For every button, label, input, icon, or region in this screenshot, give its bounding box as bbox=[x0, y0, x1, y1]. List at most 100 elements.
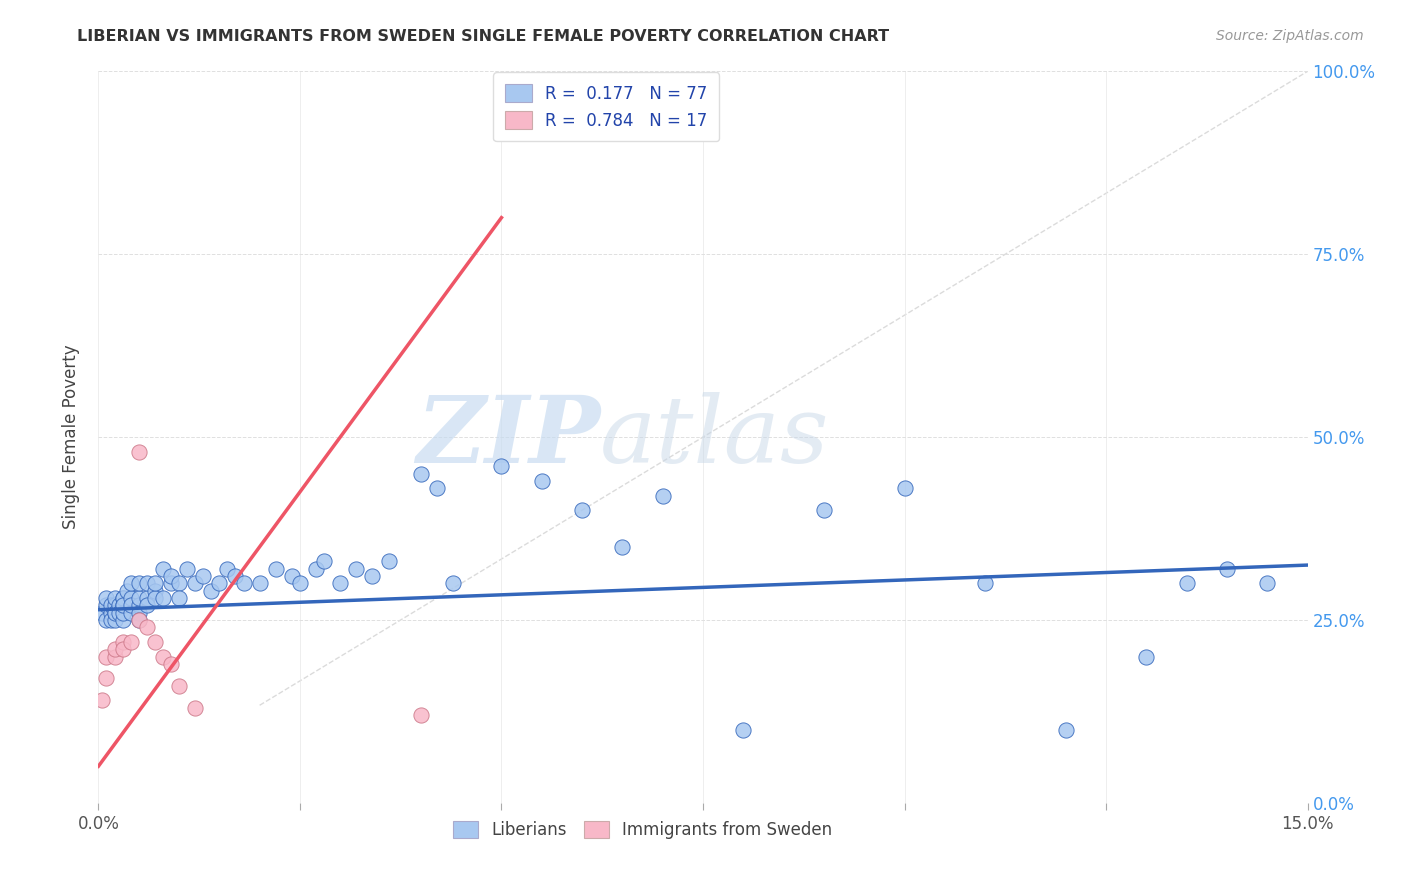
Point bbox=[184, 700, 207, 714]
Point bbox=[111, 606, 134, 620]
Point bbox=[135, 576, 157, 591]
Point bbox=[409, 708, 432, 723]
Point bbox=[208, 576, 231, 591]
Point bbox=[152, 591, 174, 605]
Point bbox=[107, 599, 129, 613]
Point bbox=[100, 606, 122, 620]
Point bbox=[200, 583, 222, 598]
Point bbox=[264, 562, 287, 576]
Point bbox=[1175, 576, 1198, 591]
Point bbox=[1256, 576, 1278, 591]
Point bbox=[107, 606, 129, 620]
Point bbox=[184, 576, 207, 591]
Point bbox=[103, 606, 125, 620]
Point bbox=[361, 569, 384, 583]
Point bbox=[100, 599, 122, 613]
Point bbox=[120, 576, 142, 591]
Point bbox=[103, 599, 125, 613]
Point bbox=[813, 503, 835, 517]
Point bbox=[96, 672, 118, 686]
Point bbox=[100, 613, 122, 627]
Text: LIBERIAN VS IMMIGRANTS FROM SWEDEN SINGLE FEMALE POVERTY CORRELATION CHART: LIBERIAN VS IMMIGRANTS FROM SWEDEN SINGL… bbox=[77, 29, 890, 44]
Point bbox=[111, 599, 134, 613]
Point bbox=[305, 562, 328, 576]
Point bbox=[120, 591, 142, 605]
Point bbox=[143, 591, 166, 605]
Point bbox=[1135, 649, 1157, 664]
Point bbox=[111, 599, 134, 613]
Legend: Liberians, Immigrants from Sweden: Liberians, Immigrants from Sweden bbox=[446, 814, 839, 846]
Point bbox=[96, 649, 118, 664]
Point bbox=[1054, 723, 1077, 737]
Point bbox=[103, 642, 125, 657]
Y-axis label: Single Female Poverty: Single Female Poverty bbox=[62, 345, 80, 529]
Point bbox=[96, 599, 118, 613]
Point bbox=[232, 576, 254, 591]
Point bbox=[111, 642, 134, 657]
Point bbox=[314, 554, 336, 568]
Point bbox=[530, 474, 553, 488]
Point bbox=[152, 562, 174, 576]
Point bbox=[143, 576, 166, 591]
Point bbox=[441, 576, 464, 591]
Text: ZIP: ZIP bbox=[416, 392, 600, 482]
Point bbox=[111, 591, 134, 605]
Point bbox=[135, 599, 157, 613]
Point bbox=[91, 693, 114, 707]
Point bbox=[491, 459, 513, 474]
Point bbox=[167, 591, 190, 605]
Point bbox=[91, 606, 114, 620]
Point bbox=[111, 613, 134, 627]
Point bbox=[128, 613, 150, 627]
Point bbox=[974, 576, 997, 591]
Point bbox=[120, 606, 142, 620]
Point bbox=[224, 569, 246, 583]
Point bbox=[103, 606, 125, 620]
Point bbox=[103, 613, 125, 627]
Point bbox=[176, 562, 198, 576]
Point bbox=[651, 489, 673, 503]
Point bbox=[128, 591, 150, 605]
Point bbox=[143, 583, 166, 598]
Point bbox=[167, 679, 190, 693]
Point bbox=[193, 569, 215, 583]
Point bbox=[426, 481, 449, 495]
Point bbox=[160, 569, 183, 583]
Text: atlas: atlas bbox=[600, 392, 830, 482]
Point bbox=[152, 649, 174, 664]
Point bbox=[120, 635, 142, 649]
Point bbox=[103, 591, 125, 605]
Point bbox=[128, 606, 150, 620]
Point bbox=[288, 576, 311, 591]
Point bbox=[893, 481, 915, 495]
Point bbox=[409, 467, 432, 481]
Point bbox=[111, 591, 134, 605]
Point bbox=[377, 554, 399, 568]
Point bbox=[281, 569, 304, 583]
Point bbox=[160, 576, 183, 591]
Point bbox=[571, 503, 593, 517]
Point bbox=[96, 591, 118, 605]
Point bbox=[160, 657, 183, 671]
Point bbox=[111, 635, 134, 649]
Point bbox=[249, 576, 271, 591]
Point bbox=[167, 576, 190, 591]
Point bbox=[344, 562, 367, 576]
Point bbox=[733, 723, 755, 737]
Point bbox=[103, 649, 125, 664]
Point bbox=[1216, 562, 1239, 576]
Point bbox=[143, 635, 166, 649]
Point bbox=[96, 613, 118, 627]
Point bbox=[329, 576, 352, 591]
Point bbox=[128, 599, 150, 613]
Point bbox=[135, 620, 157, 634]
Point bbox=[128, 613, 150, 627]
Point bbox=[128, 444, 150, 458]
Text: Source: ZipAtlas.com: Source: ZipAtlas.com bbox=[1216, 29, 1364, 43]
Point bbox=[612, 540, 634, 554]
Point bbox=[120, 599, 142, 613]
Point bbox=[128, 576, 150, 591]
Point bbox=[115, 583, 138, 598]
Point bbox=[217, 562, 239, 576]
Point bbox=[135, 591, 157, 605]
